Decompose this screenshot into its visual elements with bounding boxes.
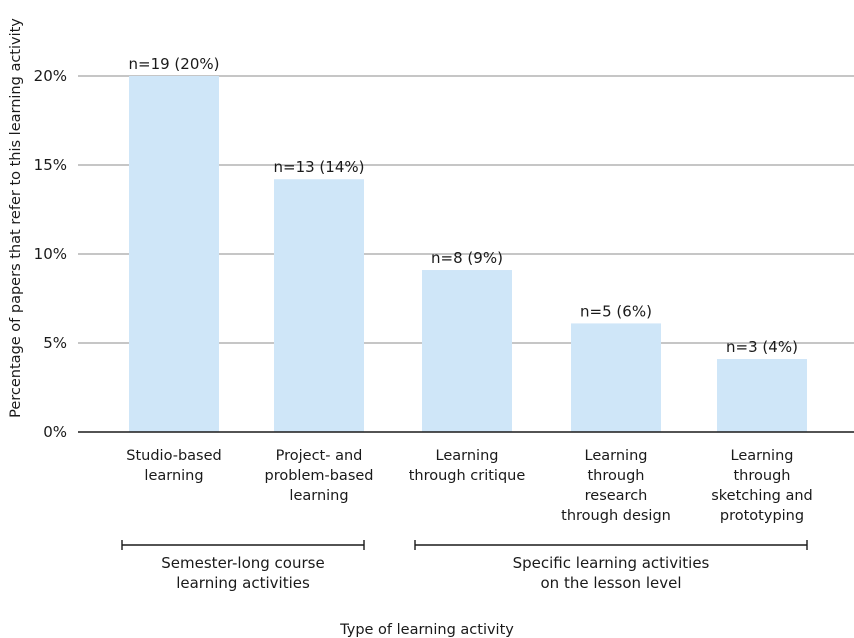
- category-label: Project- and problem-based learning: [265, 448, 374, 504]
- data-label: n=19 (20%): [129, 55, 220, 73]
- category-label: Learning through sketching and prototyping: [711, 448, 813, 524]
- y-tick-label: 5%: [43, 334, 67, 352]
- category-label: Learning through research through design: [561, 448, 671, 524]
- category-labels: Studio-based learning Project- and problem-…: [126, 448, 812, 524]
- bar: [717, 359, 807, 432]
- y-tick-label: 10%: [34, 245, 67, 263]
- data-label: n=8 (9%): [431, 249, 503, 267]
- category-label: Learning through critique: [409, 448, 526, 484]
- data-label: n=5 (6%): [580, 302, 652, 320]
- y-tick-label: 20%: [34, 67, 67, 85]
- bar: [422, 270, 512, 432]
- data-label: n=13 (14%): [274, 158, 365, 176]
- bars: [129, 76, 807, 432]
- data-label: n=3 (4%): [726, 338, 798, 356]
- bar: [129, 76, 219, 432]
- bar: [274, 179, 364, 432]
- y-tick-label: 15%: [34, 156, 67, 174]
- bar: [571, 323, 661, 432]
- category-groups: Semester-long course learning activities S…: [121, 540, 808, 592]
- data-labels: n=19 (20%) n=13 (14%) n=8 (9%) n=5 (6%) n=3 …: [129, 55, 798, 356]
- y-tick-labels: 0% 5% 10% 15% 20%: [34, 67, 67, 441]
- y-tick-label: 0%: [43, 423, 67, 441]
- group-label: Semester-long course learning activities: [161, 554, 324, 592]
- y-axis-title: Percentage of papers that refer to this …: [8, 18, 24, 418]
- category-label: Studio-based learning: [126, 448, 221, 484]
- group-label: Specific learning activities on the lesso…: [513, 554, 710, 592]
- x-axis-title: Type of learning activity: [339, 622, 514, 638]
